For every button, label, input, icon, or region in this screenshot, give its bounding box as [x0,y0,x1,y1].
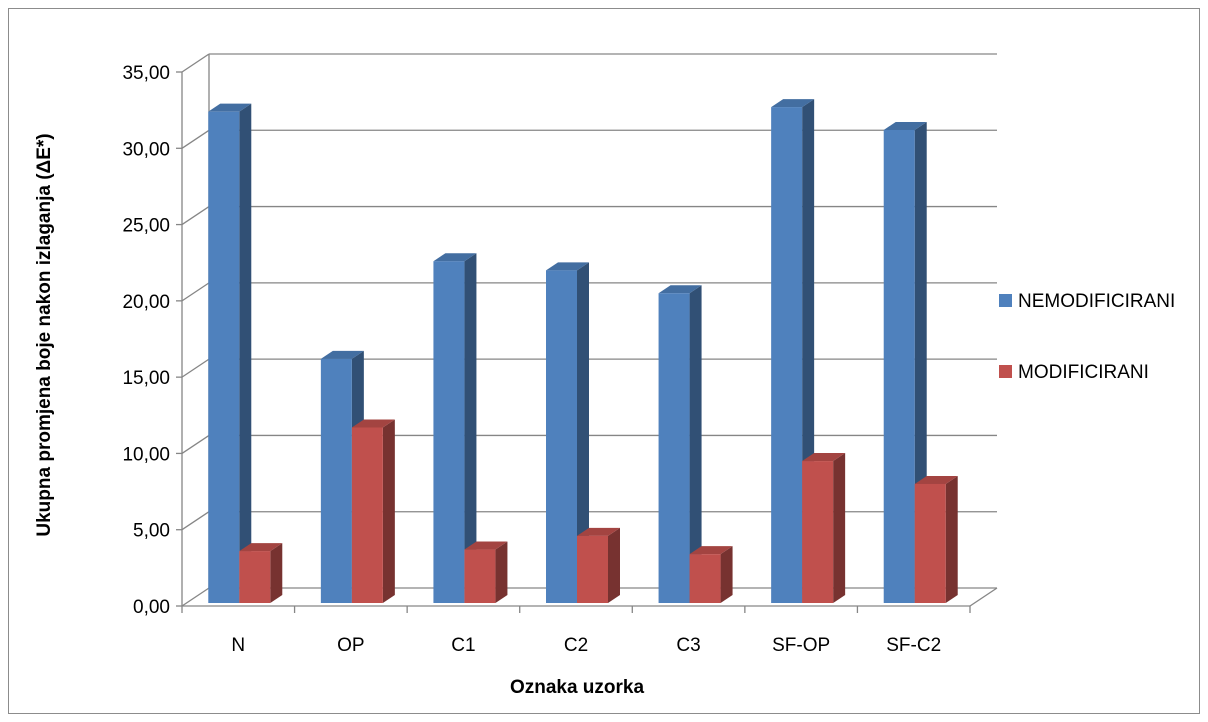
bar-front [208,111,240,603]
bar-top [433,253,477,262]
legend-label-modificirani: MODIFICIRANI [1018,362,1149,383]
bar-top [320,350,364,359]
bar-top [802,453,846,462]
bar-front [577,535,608,603]
bar-side [495,541,508,603]
gridline-diagonal [181,358,210,378]
y-axis-title: Ukupna promjena boje nakon izlaganja (ΔE… [34,133,55,536]
y-tick-label: 0,00 [133,597,170,618]
bar-top [658,285,702,294]
x-tick-label: N [231,635,245,656]
bar-nemodificirani-c3 [658,285,702,603]
x-axis-title: Oznaka uzorka [510,677,645,698]
x-tick-labels: N OP C1 C2 C3 SF-OP SF-C2 [231,635,941,656]
y-tick-labels: 0,00 5,00 10,00 15,00 20,00 25,00 30,00 35,00 [122,63,170,618]
bar-front [771,107,803,603]
legend-label-nemodificirani: NEMODIFICIRANI [1018,291,1175,312]
bar-side [833,453,846,603]
bar-front [802,461,834,603]
legend-swatch-nemodificirani [999,294,1012,307]
bar-front [464,549,496,603]
y-tick-label: 10,00 [122,444,170,465]
y-tick-label: 25,00 [122,216,170,237]
bar-side [464,253,477,603]
x-tick-label: C1 [451,635,475,656]
bar-top [546,262,589,271]
x-tick-label: SF-C2 [886,635,941,656]
bar-modificirani-c1 [464,541,508,603]
bar-top [577,527,620,536]
bar-modificirani-n [239,543,283,603]
bar-top [771,99,815,108]
gridlines [181,53,997,607]
bar-nemodificirani-c1 [433,253,477,603]
x-tick-label: OP [337,635,364,656]
y-tick-label: 15,00 [122,368,170,389]
bar-front [883,129,915,603]
bar-front [433,261,465,603]
bar-modificirani-c2 [577,527,620,603]
bar-front [658,293,690,603]
bar-side [270,543,283,603]
bar-top [208,103,252,112]
bar-side [945,475,958,603]
y-tick-label: 30,00 [122,139,170,160]
x-tick-label: C3 [676,635,700,656]
bar-modificirani-op [351,419,395,603]
bar-side [689,285,702,603]
gridline-diagonal [181,434,210,454]
bar-side [577,262,589,603]
gridline-diagonal [181,511,210,531]
y-tick-label: 35,00 [122,63,170,84]
bar-side [382,419,395,603]
bar-top [464,541,508,550]
bar-nemodificirani-c2 [546,262,589,603]
bar-top [914,475,958,484]
bar-front [351,427,383,603]
bar-side [239,103,252,603]
bar-top [351,419,395,428]
x-tick-label: SF-OP [772,635,830,656]
bar-modificirani-sf-op [802,453,846,603]
gridline-diagonal [181,282,210,302]
y-tick-label: 20,00 [122,292,170,313]
gridline-diagonal [181,587,210,607]
gridline-diagonal [181,53,210,73]
legend-swatch-modificirani [999,365,1012,378]
bar-front [239,551,271,603]
bar-nemodificirani-n [208,103,252,603]
bars [208,99,958,603]
bar-side [720,546,733,603]
gridline-diagonal [181,129,210,149]
bar-modificirani-sf-c2 [914,475,958,603]
bar-front [320,358,352,603]
bar-top [689,546,733,555]
bar-modificirani-c3 [689,546,733,603]
bar-top [883,121,927,130]
x-tick-label: C2 [564,635,588,656]
bar-front [546,270,577,603]
legend: NEMODIFICIRANI MODIFICIRANI [999,291,1175,383]
floor-right-edge [969,587,998,607]
bar-front [914,483,946,603]
y-tick-label: 5,00 [133,521,170,542]
bar-side [608,527,620,603]
bar-top [239,543,283,552]
bar-front [689,554,721,603]
gridline-diagonal [181,206,210,226]
